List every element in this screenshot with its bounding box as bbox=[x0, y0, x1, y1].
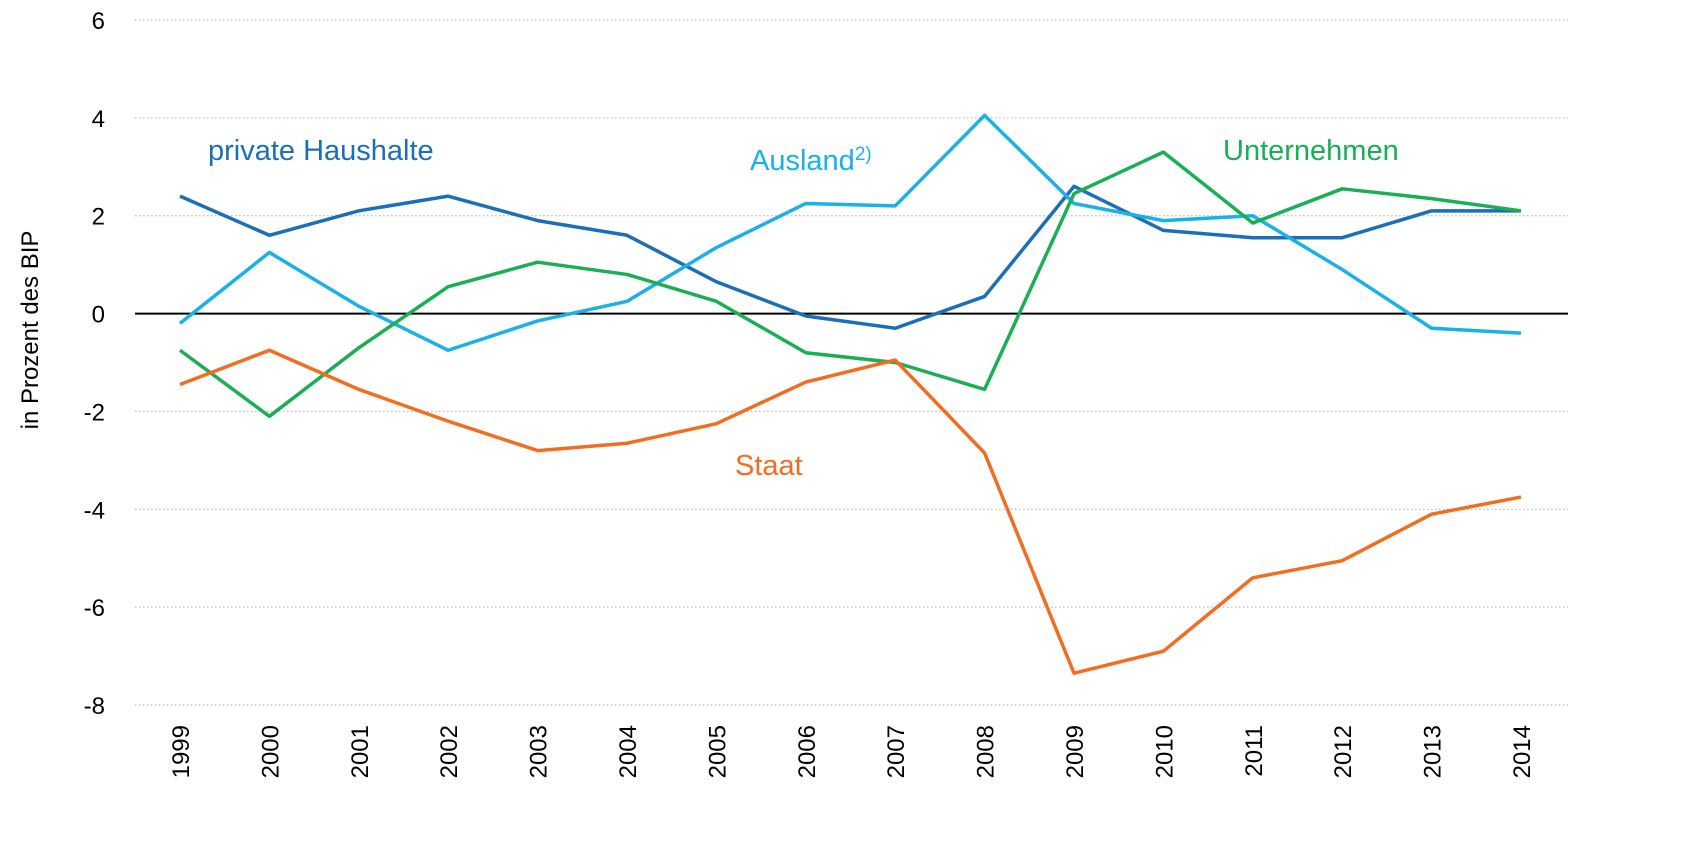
x-tick-label: 2008 bbox=[973, 725, 1000, 778]
series-label: Ausland2) bbox=[750, 144, 872, 177]
x-tick-label: 2012 bbox=[1330, 725, 1357, 778]
x-tick-label: 2010 bbox=[1151, 725, 1178, 778]
series-label-name: Ausland bbox=[750, 145, 855, 177]
y-tick-label: 4 bbox=[92, 106, 105, 133]
x-tick-label: 2014 bbox=[1509, 725, 1536, 778]
x-tick-label: 2001 bbox=[347, 725, 374, 778]
x-tick-label: 2011 bbox=[1241, 725, 1268, 777]
x-tick-label: 2000 bbox=[257, 725, 284, 778]
y-tick-label: 0 bbox=[92, 302, 105, 329]
y-tick-label: -2 bbox=[84, 399, 105, 426]
series-line bbox=[179, 348, 1522, 675]
series-line bbox=[178, 113, 1522, 353]
x-tick-label: 2002 bbox=[436, 725, 463, 778]
x-tick-label: 1999 bbox=[168, 725, 195, 778]
series-label: private Haushalte bbox=[208, 135, 434, 167]
x-tick-label: 2007 bbox=[883, 725, 910, 778]
series-label: Staat bbox=[735, 450, 803, 482]
x-tick-label: 2009 bbox=[1062, 725, 1089, 778]
series-label-footnote: 2) bbox=[855, 144, 872, 165]
y-tick-label: 6 bbox=[92, 8, 105, 35]
x-tick-label: 2004 bbox=[615, 725, 642, 778]
y-tick-label: -4 bbox=[84, 497, 105, 524]
y-tick-label: -8 bbox=[84, 693, 105, 720]
y-tick-label: -6 bbox=[84, 595, 105, 622]
x-tick-label: 2006 bbox=[794, 725, 821, 778]
x-tick-label: 2003 bbox=[526, 725, 553, 778]
series-label-name: Unternehmen bbox=[1223, 135, 1399, 167]
y-tick-label: 2 bbox=[92, 204, 105, 231]
x-tick-label: 2005 bbox=[704, 725, 731, 778]
x-tick-label: 2013 bbox=[1420, 725, 1447, 778]
series-line bbox=[179, 184, 1521, 330]
series-label: Unternehmen bbox=[1223, 135, 1399, 167]
series-label-name: Staat bbox=[735, 450, 803, 482]
series-label-name: private Haushalte bbox=[208, 135, 434, 167]
y-axis-label: in Prozent des BIP bbox=[17, 231, 44, 430]
series-line bbox=[178, 150, 1522, 419]
